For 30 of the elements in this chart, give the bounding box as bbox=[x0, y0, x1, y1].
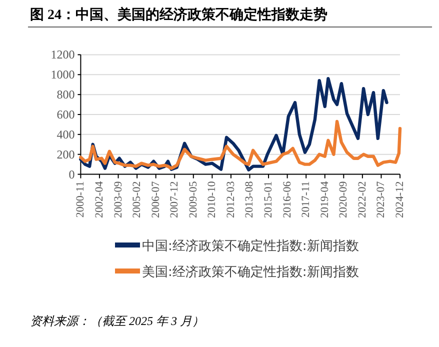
y-tick-label: 200 bbox=[56, 147, 75, 162]
x-tick-label: 2019-04 bbox=[318, 180, 331, 218]
x-tick-label: 2013-08 bbox=[244, 180, 256, 218]
x-tick-label: 2024-12 bbox=[394, 181, 406, 218]
x-tick-label: 2005-02 bbox=[131, 181, 144, 218]
x-tick-label: 2017-11 bbox=[300, 181, 312, 218]
y-tick-label: 0 bbox=[68, 167, 75, 182]
y-tick-label: 1200 bbox=[50, 48, 75, 62]
y-tick-label: 400 bbox=[56, 127, 75, 142]
legend-label: 美国:经济政策不确定性指数:新闻指数 bbox=[142, 264, 359, 280]
line-series bbox=[79, 120, 402, 170]
x-tick-label: 2002-04 bbox=[93, 180, 106, 218]
y-tick-label: 1000 bbox=[50, 68, 75, 82]
x-tick-label: 2016-06 bbox=[281, 180, 294, 218]
x-tick-label: 2022-02 bbox=[356, 181, 368, 218]
y-tick-label: 800 bbox=[56, 88, 75, 102]
x-tick-label: 2015-01 bbox=[262, 181, 275, 218]
x-tick-label: 2020-09 bbox=[338, 180, 350, 218]
x-tick-label: 2009-05 bbox=[187, 180, 200, 218]
x-tick-label: 2006-07 bbox=[150, 180, 162, 218]
x-tick-label: 2007-12 bbox=[168, 181, 181, 218]
x-tick-label: 2023-07 bbox=[375, 180, 388, 218]
chart-title: 图 24：中国、美国的经济政策不确定性指数走势 bbox=[30, 6, 328, 23]
x-tick-label: 2010-10 bbox=[206, 180, 218, 218]
x-tick-label: 2012-03 bbox=[224, 180, 237, 218]
text: 资料来源：（截至 2025 年 3 月） bbox=[30, 314, 204, 328]
x-tick-label: 2000-11 bbox=[74, 181, 87, 218]
x-tick-label: 2003-09 bbox=[112, 180, 124, 218]
y-tick-label: 600 bbox=[56, 108, 75, 122]
legend-label: 中国:经济政策不确定性指数:新闻指数 bbox=[142, 239, 359, 254]
